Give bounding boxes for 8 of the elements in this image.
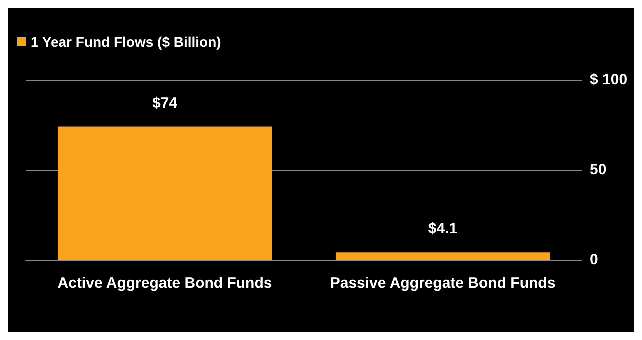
y-tick-label: $ 100 [590,72,628,88]
x-tick-label: Active Aggregate Bond Funds [58,275,272,292]
y-tick-label: 50 [590,162,607,178]
x-tick-label: Passive Aggregate Bond Funds [330,275,556,292]
data-label: $4.1 [428,220,458,238]
data-label: $74 [152,94,178,112]
legend-label: 1 Year Fund Flows ($ Billion) [31,34,222,50]
y-tick-label: 0 [590,252,598,268]
